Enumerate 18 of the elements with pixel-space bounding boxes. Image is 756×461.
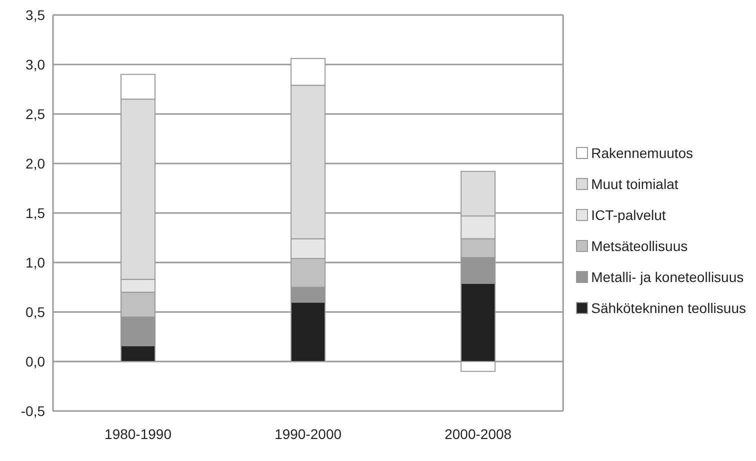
y-tick-label: 0,0 — [26, 353, 46, 370]
y-tick-label: 1,5 — [26, 204, 46, 221]
legend-label: Rakennemuutos — [591, 145, 694, 161]
y-tick-label: 0,5 — [26, 304, 46, 320]
legend-label: ICT-palvelut — [591, 207, 666, 223]
x-tick-label: 1980-1990 — [104, 426, 172, 442]
legend-label: Muut toimialat — [591, 176, 678, 192]
y-tick-label: 3,0 — [26, 56, 46, 72]
y-tick-label: -0,5 — [20, 402, 46, 419]
legend-label: Sähkötekninen teollisuus — [591, 300, 746, 316]
y-tick-label: 1,0 — [26, 254, 46, 270]
x-tick-label: 1990-2000 — [274, 426, 342, 442]
x-tick-label: 2000-2008 — [444, 426, 512, 442]
legend-label: Metalli- ja koneteollisuus — [591, 269, 744, 285]
y-tick-label: 2,5 — [26, 106, 46, 122]
y-tick-label: 2,0 — [26, 155, 46, 172]
legend-label: Metsäteollisuus — [591, 238, 688, 254]
y-tick-label: 3,5 — [26, 6, 46, 23]
